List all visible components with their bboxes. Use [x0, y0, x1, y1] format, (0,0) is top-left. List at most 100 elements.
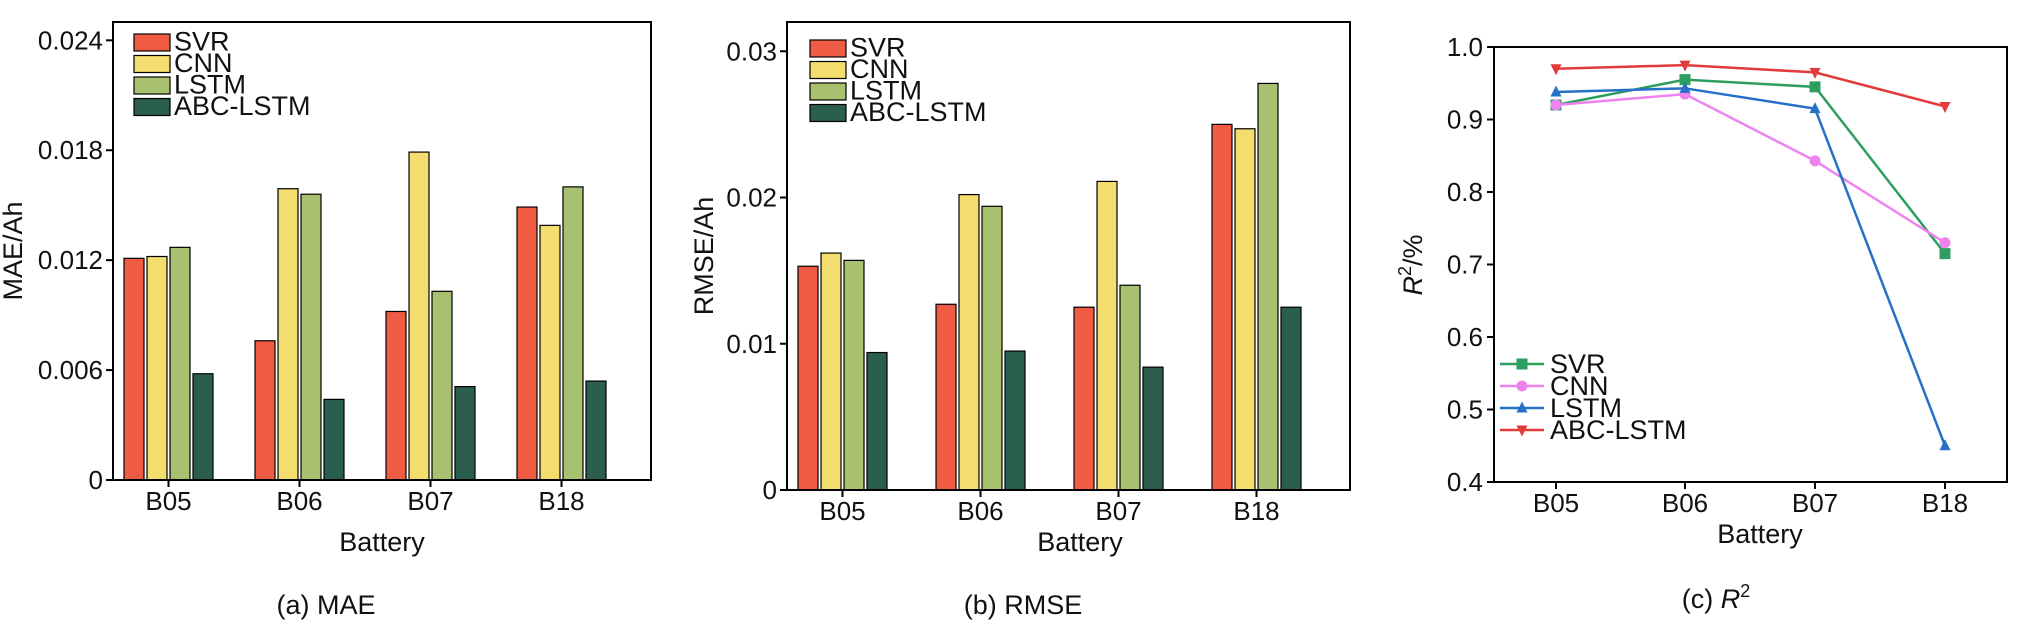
r2-y-axis-label: R2/%: [1395, 234, 1428, 295]
mae-bar-lstm-b05: [169, 246, 191, 481]
rmse-bar-svr-b05: [797, 265, 819, 491]
mae-bar-cnn-b18: [539, 224, 561, 481]
mae-bar-lstm-b07: [431, 290, 453, 481]
r2-x-ticks: B05 B06 B07 B18: [1533, 482, 1968, 518]
mae-y-tick-label: 0.018: [38, 135, 103, 165]
r2-line-svr: [1555, 78, 1946, 255]
rmse-bar-abc-lstm-b05: [866, 351, 888, 491]
r2-y-tick-label: 0.5: [1447, 395, 1483, 425]
r2-y-tick-label: 0.9: [1447, 105, 1483, 135]
rmse-x-axis-label: Battery: [1037, 527, 1123, 557]
r2-point-cnn-b05: [1550, 99, 1562, 111]
mae-bar-cnn-b05: [146, 255, 168, 481]
mae-legend-label-abc-lstm: ABC-LSTM: [174, 91, 311, 121]
mae-bar-svr-b05: [123, 257, 145, 481]
r2-x-axis-label: Battery: [1717, 519, 1803, 549]
r2-y-tick-label: 0.7: [1447, 250, 1483, 280]
r2-series-svr: [1550, 74, 1951, 260]
mae-legend-swatch-abc-lstm: [133, 97, 171, 117]
rmse-x-tick-label: B18: [1233, 496, 1279, 526]
rmse-y-tick-label: 0.02: [726, 183, 777, 213]
mae-x-tick-label: B05: [145, 486, 191, 516]
r2-legend-marker-abc-lstm: [1516, 425, 1528, 437]
r2-point-lstm-b06: [1679, 81, 1691, 93]
mae-bar-svr-b06: [254, 340, 276, 481]
r2-point-lstm-b05: [1550, 85, 1562, 97]
rmse-bar-svr-b06: [935, 303, 957, 491]
r2-y-axis-label-suffix: /%: [1398, 234, 1428, 266]
r2-x-tick-label: B05: [1533, 488, 1579, 518]
mae-y-tick-label: 0: [89, 465, 103, 495]
mae-x-tick-label: B06: [276, 486, 322, 516]
r2-line-cnn: [1555, 92, 1946, 244]
rmse-y-tick-label: 0.03: [726, 36, 777, 66]
rmse-y-tick-label: 0.01: [726, 329, 777, 359]
rmse-y-axis-label: RMSE/Ah: [689, 197, 719, 316]
r2-legend-label-abc-lstm: ABC-LSTM: [1550, 415, 1687, 445]
rmse-x-tick-label: B06: [957, 496, 1003, 526]
r2-point-cnn-b18: [1939, 237, 1951, 249]
r2-legend-label-cnn: CNN: [1550, 371, 1609, 401]
r2-lines: [1550, 60, 1951, 451]
rmse-bar-abc-lstm-b18: [1280, 306, 1302, 491]
r2-caption-prefix: (c): [1682, 584, 1721, 614]
r2-x-tick-label: B07: [1792, 488, 1838, 518]
r2-legend-marker-svr: [1516, 358, 1528, 370]
mae-legend-label-svr: SVR: [174, 27, 230, 57]
mae-x-ticks: B05 B06 B07 B18: [145, 480, 585, 516]
mae-y-tick-label: 0.024: [38, 25, 103, 55]
r2-series-abc-lstm: [1550, 60, 1951, 113]
r2-point-abc-lstm-b07: [1809, 67, 1821, 79]
r2-y-axis-label-sup: 2: [1395, 266, 1415, 276]
mae-plot-frame: [112, 21, 652, 481]
r2-legend-marker-lstm: [1516, 401, 1528, 413]
r2-y-tick-label: 0.6: [1447, 322, 1483, 352]
rmse-x-tick-label: B07: [1095, 496, 1141, 526]
r2-point-svr-b18: [1939, 248, 1951, 260]
rmse-x-ticks: B05 B06 B07 B18: [819, 490, 1280, 526]
mae-bar-abc-lstm-b06: [323, 398, 345, 481]
mae-y-axis-label: MAE/Ah: [0, 201, 28, 300]
mae-bars: [123, 151, 607, 481]
rmse-bar-abc-lstm-b06: [1004, 350, 1026, 491]
r2-legend-label-lstm: LSTM: [1550, 393, 1622, 423]
chart-rmse: 0 0.01 0.02 0.03 B05 B06 B07 B18 SVRCNNLSTMABC…: [689, 21, 1351, 620]
rmse-bar-lstm-b06: [981, 205, 1003, 491]
r2-point-lstm-b18: [1939, 439, 1951, 451]
r2-x-tick-label: B06: [1662, 488, 1708, 518]
rmse-bar-lstm-b18: [1257, 82, 1279, 491]
mae-bar-cnn-b06: [277, 188, 299, 481]
rmse-caption: (b) RMSE: [964, 590, 1083, 620]
rmse-bar-cnn-b06: [958, 193, 980, 491]
rmse-legend-label-cnn: CNN: [850, 54, 909, 84]
rmse-y-tick-label: 0: [763, 475, 777, 505]
rmse-bar-cnn-b18: [1234, 128, 1256, 491]
mae-bar-abc-lstm-b07: [454, 385, 476, 481]
r2-y-axis-label-var: R: [1398, 276, 1428, 296]
r2-point-abc-lstm-b18: [1939, 101, 1951, 113]
mae-x-tick-label: B07: [407, 486, 453, 516]
chart-r2: 0.4 0.5 0.6 0.7 0.8 0.9 1.0 B05 B06 B07 B18 SVRCN…: [1395, 32, 2008, 614]
r2-line-lstm: [1555, 87, 1947, 447]
r2-point-abc-lstm-b05: [1550, 64, 1562, 76]
mae-bar-svr-b07: [385, 310, 407, 481]
r2-y-tick-label: 1.0: [1447, 32, 1483, 62]
rmse-bar-svr-b18: [1211, 123, 1233, 491]
rmse-x-tick-label: B05: [819, 496, 865, 526]
rmse-bar-cnn-b07: [1096, 180, 1118, 491]
r2-y-tick-label: 0.4: [1447, 467, 1483, 497]
mae-legend-swatch-svr: [133, 33, 171, 52]
r2-series-lstm: [1550, 81, 1951, 451]
mae-bar-cnn-b07: [408, 151, 430, 481]
mae-bar-lstm-b18: [562, 186, 584, 481]
mae-x-axis-label: Battery: [339, 527, 425, 557]
mae-legend-swatch-cnn: [133, 54, 171, 74]
r2-y-ticks: 0.4 0.5 0.6 0.7 0.8 0.9 1.0: [1447, 32, 1494, 497]
mae-y-ticks: 0 0.006 0.012 0.018 0.024: [38, 25, 113, 495]
mae-bar-svr-b18: [516, 206, 538, 481]
rmse-legend-label-abc-lstm: ABC-LSTM: [850, 97, 987, 127]
mae-bar-lstm-b06: [300, 193, 322, 481]
r2-y-tick-label: 0.8: [1447, 177, 1483, 207]
rmse-legend-swatch-lstm: [809, 82, 847, 101]
